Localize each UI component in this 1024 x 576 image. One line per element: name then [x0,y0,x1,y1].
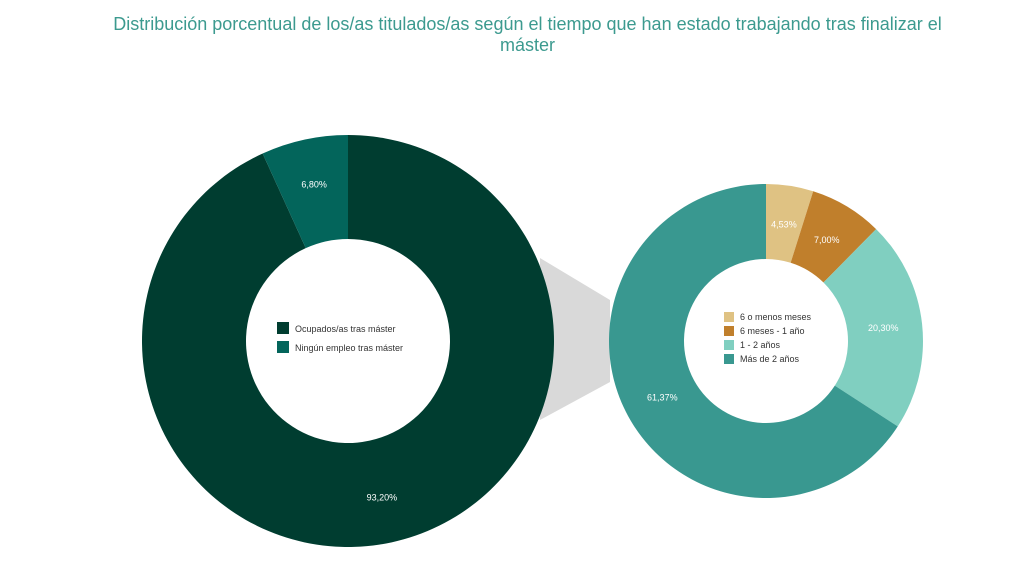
data-label-1-2-anos: 20,30% [868,323,899,333]
data-label-6-meses-1-ano: 7,00% [814,235,840,245]
legend-label-6-o-menos-meses: 6 o menos meses [740,312,812,322]
slice-ocupados-as-tras-master[interactable] [142,135,555,548]
slice-6-meses-1-ano[interactable] [790,191,877,283]
legend-swatch-ocupados-as-tras-master [277,322,289,334]
legend-swatch-1-2-anos [724,340,734,350]
data-label-ocupados-as-tras-master: 93,20% [367,492,398,502]
legend-swatch-mas-de-2-anos [724,354,734,364]
slice-mas-de-2-anos[interactable] [609,184,898,499]
donut-tiempo-trabajando: 4,53% 7,00% 20,30% 61,37% 6 o menos meses 6 m… [609,184,924,499]
legend-swatch-6-meses-1-ano [724,326,734,336]
chart-title: Distribución porcentual de los/as titula… [113,14,942,55]
legend-label-6-meses-1-ano: 6 meses - 1 año [740,326,805,336]
slice-ningun-empleo-tras-master[interactable] [262,135,348,249]
legend-swatch-ningun-empleo-tras-master [277,341,289,353]
slice-1-2-anos[interactable] [823,229,924,427]
legend-label-ocupados-as-tras-master: Ocupados/as tras máster [295,324,396,334]
legend-label-mas-de-2-anos: Más de 2 años [740,354,800,364]
data-label-ningun-empleo-tras-master: 6,80% [301,180,327,190]
legend-label-ningun-empleo-tras-master: Ningún empleo tras máster [295,343,403,353]
legend-swatch-6-o-menos-meses [724,312,734,322]
connector-wedge [540,258,610,420]
data-label-6-o-menos-meses: 4,53% [771,219,797,229]
data-label-mas-de-2-anos: 61,37% [647,392,678,402]
slice-6-o-menos-meses[interactable] [766,184,814,263]
legend-label-1-2-anos: 1 - 2 años [740,340,781,350]
donut-ocupacion: 93,20% 6,80% Ocupados/as tras máster Ningún… [142,135,555,548]
